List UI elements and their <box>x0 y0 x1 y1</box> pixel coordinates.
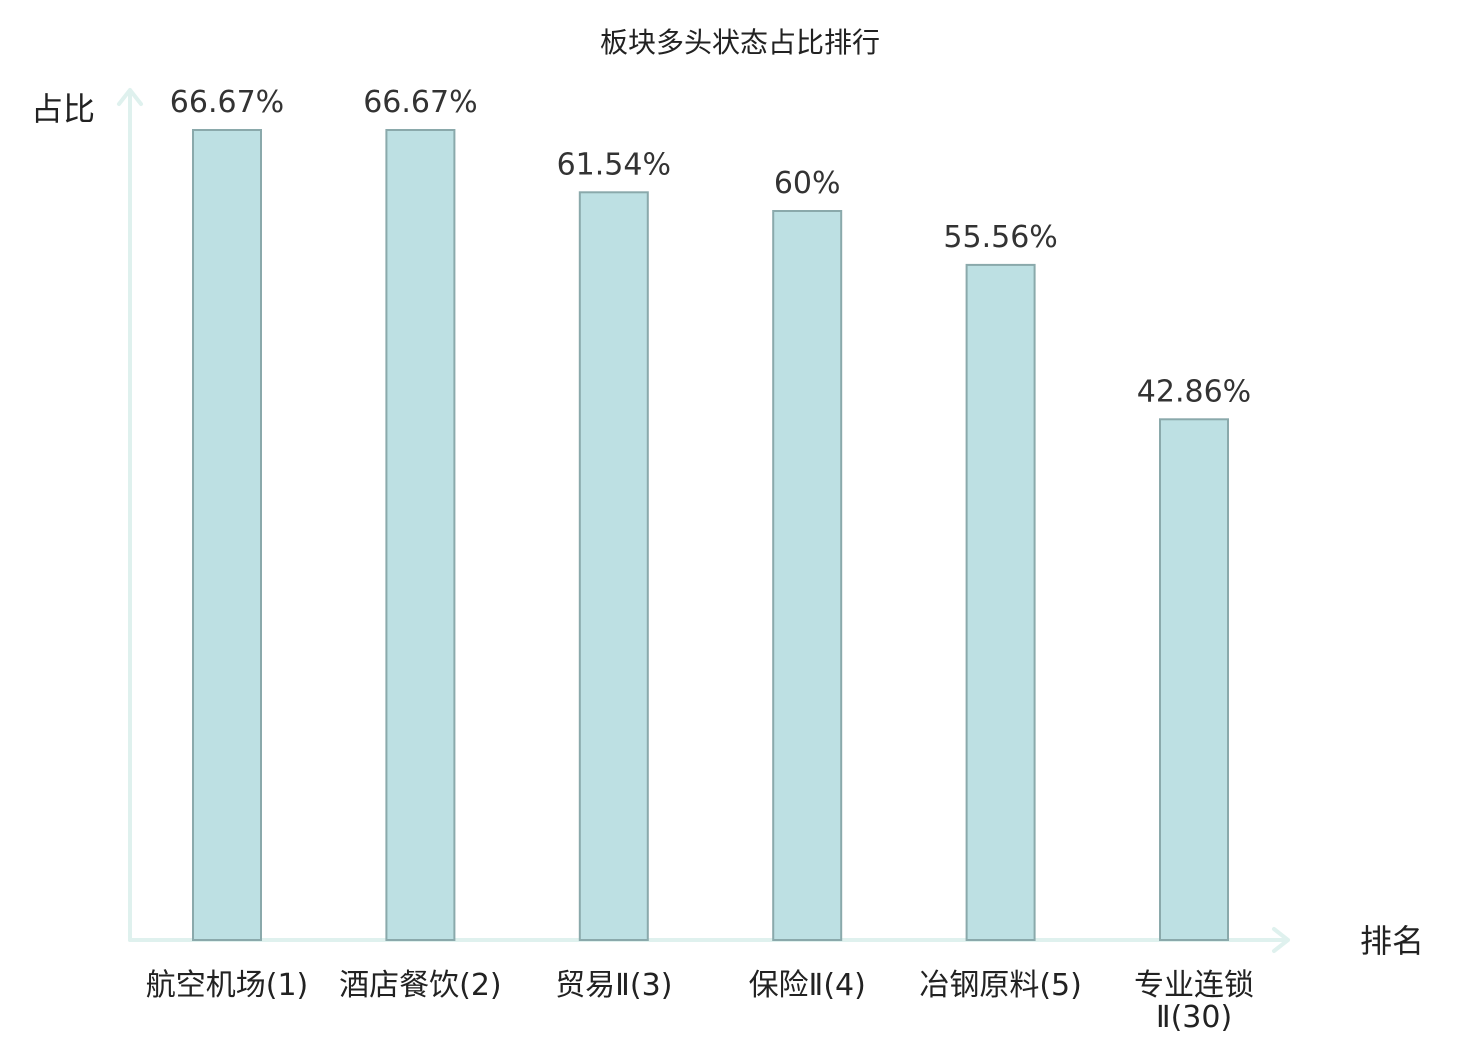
bars-group <box>192 129 1229 942</box>
category-tick-label: 保险Ⅱ(4) <box>749 968 866 1003</box>
bar <box>1159 418 1229 941</box>
data-label: 61.54% <box>557 147 671 182</box>
bar <box>965 263 1036 941</box>
category-tick-label: 贸易Ⅱ(3) <box>555 968 672 1003</box>
y-axis-line <box>117 88 143 942</box>
bar <box>772 210 843 941</box>
bar <box>385 129 456 941</box>
data-label: 66.67% <box>363 85 477 120</box>
category-tick-label: 冶钢原料(5) <box>919 968 1082 1003</box>
category-tick-label: 酒店餐饮(2) <box>339 968 502 1003</box>
data-label: 55.56% <box>943 220 1057 255</box>
y-axis-title: 占比 <box>31 90 95 128</box>
x-axis-line <box>128 927 1290 953</box>
bar <box>192 129 262 941</box>
bar <box>578 191 649 942</box>
category-labels-group: 航空机场(1) 酒店餐饮(2) 贸易Ⅱ(3) 保险Ⅱ(4) 冶钢原料(5) 专业连锁Ⅱ(3… <box>146 968 1254 1035</box>
data-label: 60% <box>774 166 841 201</box>
axes <box>117 88 1290 953</box>
value-labels-group: 66.67% 66.67% 61.54% 60% 55.56% 42.86% <box>170 85 1251 409</box>
x-axis-title: 排名 <box>1360 922 1424 960</box>
category-tick-label: 专业连锁 <box>1134 968 1254 1003</box>
category-tick-label: Ⅱ(30) <box>1156 1000 1232 1035</box>
chart-title: 板块多头状态占比排行 <box>600 26 880 59</box>
category-tick-label: 航空机场(1) <box>146 968 309 1003</box>
data-label: 42.86% <box>1137 374 1251 409</box>
data-label: 66.67% <box>170 85 284 120</box>
